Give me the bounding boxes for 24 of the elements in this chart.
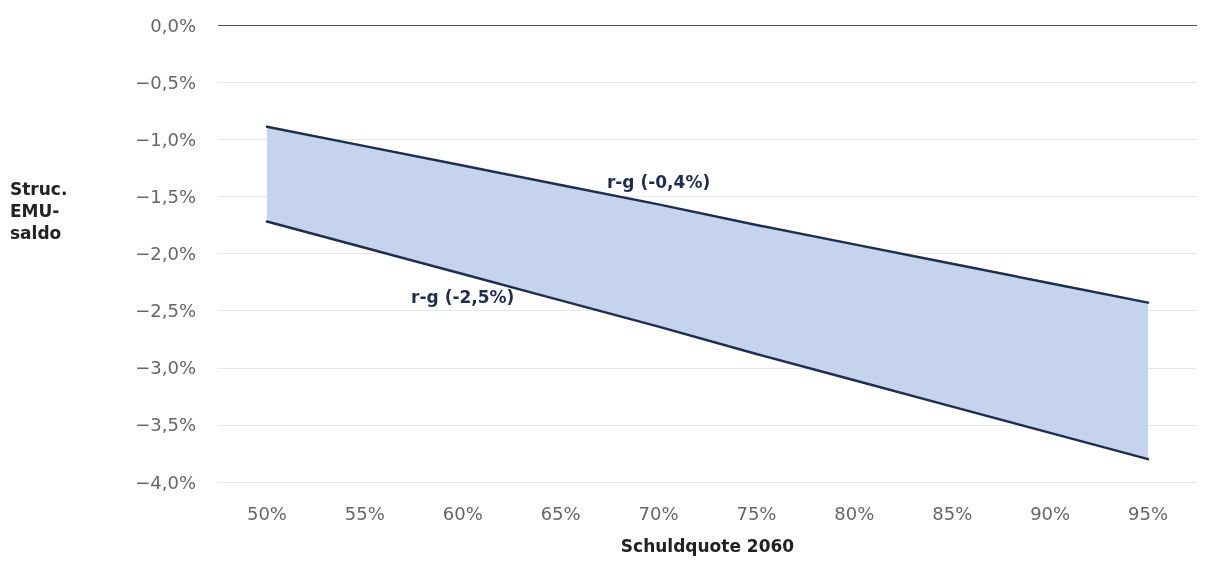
- y-tick-label: −1,0%: [135, 128, 196, 150]
- y-tick-label: 0,0%: [150, 14, 196, 36]
- y-tick-label: −2,0%: [135, 243, 196, 264]
- x-tick-label: 60%: [442, 502, 483, 524]
- y-tick-label: −3,5%: [135, 414, 196, 436]
- series-label: r-g (-2,5%): [411, 286, 515, 307]
- x-tick-label: 50%: [246, 502, 287, 524]
- y-tick-label: −0,5%: [135, 71, 196, 93]
- x-tick-label: 70%: [638, 502, 679, 524]
- y-tick-label: −4,0%: [135, 471, 196, 493]
- x-tick-label: 95%: [1128, 502, 1169, 524]
- y-axis-title: Struc. EMU- saldo: [10, 179, 68, 243]
- x-tick-label: 90%: [1030, 502, 1071, 524]
- series-label: r-g (-0,4%): [606, 171, 711, 192]
- y-tick-label: −2,5%: [135, 300, 196, 322]
- x-tick-label: 75%: [736, 502, 777, 524]
- x-tick-label: 85%: [932, 502, 973, 524]
- line-series: [265, 220, 1150, 461]
- x-axis-title: Schuldquote 2060: [620, 535, 795, 556]
- x-tick-label: 55%: [344, 502, 385, 524]
- y-tick-label: −3,0%: [135, 357, 196, 379]
- y-tick-label: −1,5%: [135, 185, 196, 207]
- x-tick-label: 65%: [540, 502, 581, 524]
- x-tick-label: 80%: [834, 502, 875, 524]
